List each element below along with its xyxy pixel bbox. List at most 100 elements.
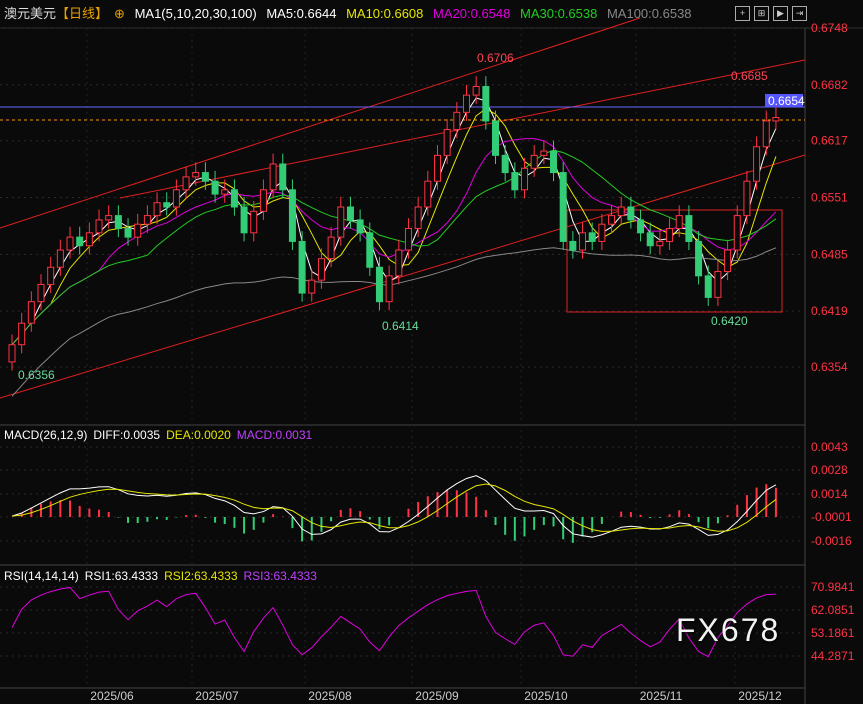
date-tick-label: 2025/09 — [415, 689, 459, 703]
candle-body — [540, 150, 548, 156]
candle-body — [385, 275, 393, 303]
candle-body — [492, 120, 499, 156]
macd-tick-label: 0.0043 — [811, 440, 848, 454]
annotation-high-sep: 0.6706 — [477, 51, 514, 65]
rsi-tick-label: 44.2871 — [811, 649, 855, 663]
candle-body — [346, 206, 354, 221]
macd-title: MACD(26,12,9) — [4, 428, 88, 442]
candle-body — [56, 249, 64, 268]
candle-body — [772, 117, 780, 122]
candle-body — [704, 275, 712, 298]
crosshair-icon[interactable]: + — [735, 6, 750, 21]
candle-body — [182, 176, 190, 191]
candle-body — [18, 322, 26, 346]
rsi-header: RSI(14,14,14) RSI1:63.4333 RSI2:63.4333 RSI… — [4, 569, 323, 583]
candle-body — [472, 86, 480, 96]
trend-channel-line — [0, 17, 641, 229]
candle-body — [404, 228, 412, 251]
candle-body — [743, 180, 751, 217]
candle-body — [695, 240, 703, 277]
macd-tick-label: -0.0016 — [811, 534, 852, 548]
ma5-value: MA5:0.6644 — [266, 6, 337, 21]
candle-body — [105, 215, 113, 221]
date-tick-label: 2025/06 — [90, 689, 134, 703]
candle-body — [337, 206, 345, 238]
candle-body — [753, 146, 761, 182]
annotation-last: 0.6654 — [768, 94, 805, 108]
price-tick-label: 0.6617 — [811, 134, 848, 148]
macd-tick-label: -0.0001 — [811, 510, 852, 524]
ma100-line — [11, 247, 777, 397]
candle-body — [124, 228, 132, 238]
macd-dea-line — [11, 483, 777, 532]
date-tick-label: 2025/07 — [195, 689, 239, 703]
symbol-name[interactable]: 澳元美元 — [4, 6, 57, 21]
candle-body — [733, 215, 741, 251]
candle-body — [201, 172, 209, 182]
candle-body — [550, 150, 558, 174]
macd-diff: DIFF:0.0035 — [93, 428, 161, 442]
candle-body — [356, 219, 364, 234]
candle-body — [47, 266, 55, 285]
candle-body — [762, 120, 770, 148]
candle-body — [724, 249, 732, 273]
ma30-line — [11, 149, 777, 346]
ma5-line — [11, 97, 777, 346]
rsi-tick-label: 70.9841 — [811, 580, 855, 594]
annotation-low-may: 0.6356 — [18, 368, 55, 382]
candle-body — [714, 271, 722, 298]
rsi1-value: RSI1:63.4333 — [84, 569, 159, 583]
candle-body — [250, 210, 258, 234]
candle-body — [317, 258, 325, 281]
candle-body — [675, 215, 683, 230]
price-tick-label: 0.6485 — [811, 247, 848, 261]
trend-channel-line — [0, 154, 806, 399]
ma10-line — [11, 108, 777, 346]
candle-body — [617, 206, 625, 217]
date-tick-label: 2025/10 — [524, 689, 568, 703]
candle-body — [66, 236, 74, 251]
candle-body — [482, 86, 490, 122]
candle-body — [279, 163, 287, 191]
candle-body — [85, 232, 93, 247]
candle-body — [569, 240, 577, 251]
step-icon[interactable]: ⇥ — [792, 6, 807, 21]
candle-body — [521, 167, 529, 191]
macd-tick-label: 0.0028 — [811, 463, 848, 477]
play-icon[interactable]: ▶ — [773, 6, 788, 21]
macd-dea: DEA:0.0020 — [166, 428, 231, 442]
candle-body — [453, 111, 461, 131]
annotation-high-dec: 0.6685 — [731, 69, 768, 83]
rsi-title: RSI(14,14,14) — [4, 569, 79, 583]
candle-body — [443, 129, 451, 156]
candle-body — [608, 215, 616, 225]
last-price-tag — [765, 94, 803, 107]
candle-body — [163, 202, 171, 208]
candle-body — [221, 189, 229, 195]
candle-body — [172, 189, 180, 208]
candle-body — [433, 154, 441, 182]
price-tick-label: 0.6748 — [811, 21, 848, 35]
candle-body — [327, 236, 335, 260]
ma20-value: MA20:0.6548 — [433, 6, 511, 21]
candle-body — [230, 189, 238, 208]
price-tick-label: 0.6354 — [811, 360, 848, 374]
candle-body — [211, 180, 219, 195]
candle-body — [627, 206, 635, 221]
candle-body — [240, 206, 248, 234]
zoom-icon[interactable]: ⊞ — [754, 6, 769, 21]
period-label[interactable]: 【日线】 — [56, 6, 109, 21]
ma100-value: MA100:0.6538 — [606, 6, 692, 21]
ma-title[interactable]: MA1(5,10,20,30,100) — [134, 6, 257, 21]
rsi-tick-label: 62.0851 — [811, 603, 855, 617]
rsi2-value: RSI2:63.4333 — [164, 569, 238, 583]
settings-icon[interactable]: ⊕ — [114, 6, 125, 21]
candle-body — [114, 215, 122, 230]
watermark: FX678 — [676, 612, 781, 648]
candle-body — [530, 154, 538, 169]
macd-tick-label: 0.0014 — [811, 487, 848, 501]
chart-header: 澳元美元【日线】 ⊕ MA1(5,10,20,30,100) MA5:0.6644… — [0, 0, 863, 28]
trend-channel-line — [119, 59, 806, 199]
candle-body — [685, 215, 693, 242]
